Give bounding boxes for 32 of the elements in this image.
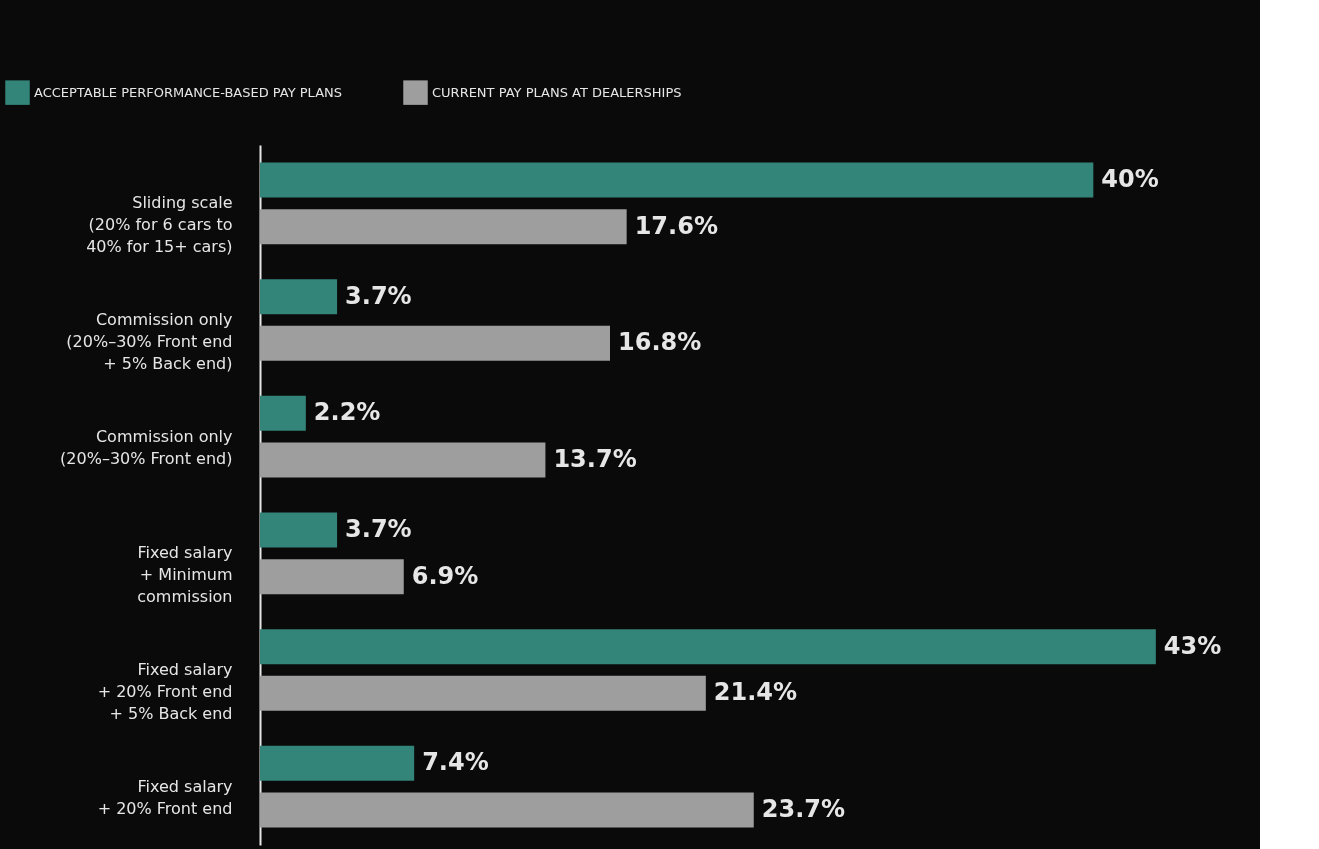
bar: [260, 792, 754, 828]
bar: [260, 209, 627, 245]
data-label: 7.4%: [422, 748, 489, 777]
bar: [260, 745, 415, 781]
bar: [260, 325, 610, 361]
data-label: 43%: [1163, 631, 1222, 660]
y-tick-label: Fixed salary + 20% Front end + 5% Back end: [97, 660, 233, 723]
y-tick-label: Sliding scale (20% for 6 cars to 40% for 15+ cars): [86, 193, 233, 257]
data-label: 21.4%: [713, 678, 798, 707]
y-tick-label: Commission only (20%–30% Front end + 5% Back end): [66, 310, 233, 373]
legend-label: ACCEPTABLE PERFORMANCE-BASED PAY PLANS: [34, 84, 343, 100]
data-label: 13.7%: [553, 445, 637, 473]
data-label: 16.8%: [618, 328, 702, 357]
y-tick-label: Commission only (20%–30% Front end): [60, 426, 233, 468]
data-label: 6.9%: [411, 561, 479, 590]
data-label: 3.7%: [345, 515, 412, 543]
data-label: 17.6%: [634, 211, 718, 240]
bar: [260, 279, 338, 315]
bar: [260, 559, 404, 595]
y-tick-label: Fixed salary + 20% Front end: [97, 776, 233, 818]
data-label: 2.2%: [313, 398, 381, 427]
bar: [260, 442, 546, 478]
bar: [260, 162, 1094, 198]
bar: [260, 512, 338, 548]
bar: [260, 395, 306, 431]
bar: [260, 629, 1156, 665]
legend-label: CURRENT PAY PLANS AT DEALERSHIPS: [432, 84, 682, 100]
data-label: 40%: [1101, 165, 1159, 193]
data-label: 23.7%: [761, 795, 846, 823]
bar: [260, 675, 706, 711]
y-tick-label: Fixed salary + Minimum commission: [137, 543, 233, 607]
data-label: 3.7%: [345, 281, 412, 310]
